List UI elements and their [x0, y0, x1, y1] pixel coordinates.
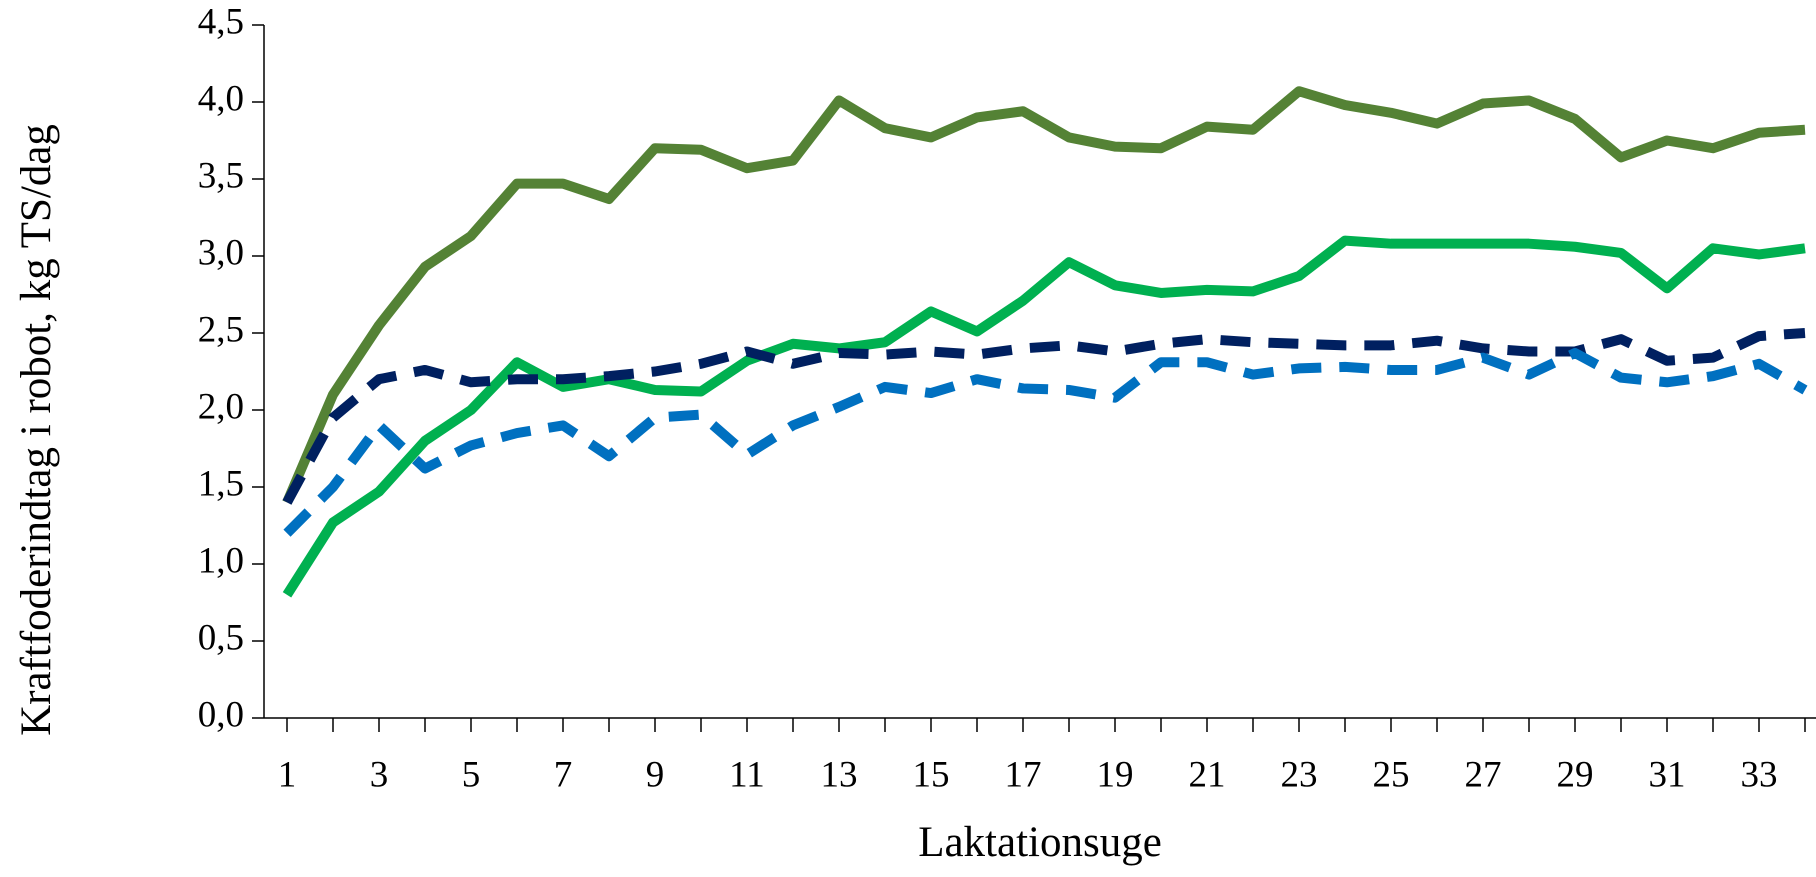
- x-tick-label: 5: [462, 754, 481, 795]
- y-tick-label: 3,0: [198, 232, 244, 273]
- series-line: [283, 348, 1808, 537]
- x-tick-label: 31: [1649, 754, 1686, 795]
- x-tick-label: 11: [729, 754, 765, 795]
- y-tick-label: 4,0: [198, 78, 244, 119]
- y-tick-label: 0,0: [198, 694, 244, 735]
- y-tick-label: 2,0: [198, 386, 244, 427]
- series-line: [282, 86, 1806, 505]
- x-tick-label: 3: [370, 754, 389, 795]
- y-tick-label: 0,5: [198, 617, 244, 658]
- y-tick-label: 1,0: [198, 540, 244, 581]
- series-line: [282, 235, 1806, 598]
- y-tick-label: 2,5: [198, 309, 244, 350]
- x-tick-label: 13: [821, 754, 858, 795]
- x-tick-label: 7: [554, 754, 573, 795]
- y-axis-title: Kraftfoderindtag i robot, kg TS/dag: [13, 124, 60, 736]
- x-tick-label: 19: [1097, 754, 1134, 795]
- x-tick-label: 9: [646, 754, 665, 795]
- x-tick-label: 15: [913, 754, 950, 795]
- x-tick-label: 23: [1281, 754, 1318, 795]
- x-tick-label: 17: [1005, 754, 1042, 795]
- x-tick-label: 29: [1557, 754, 1594, 795]
- x-tick-label: 25: [1373, 754, 1410, 795]
- x-tick-label: 27: [1465, 754, 1502, 795]
- x-tick-label: 33: [1741, 754, 1778, 795]
- series-line: [282, 328, 1806, 505]
- y-tick-label: 3,5: [198, 155, 244, 196]
- x-tick-label: 21: [1189, 754, 1226, 795]
- y-tick-label: 1,5: [198, 463, 244, 504]
- x-axis-title: Laktationsuge: [918, 819, 1162, 866]
- y-tick-label: 4,5: [198, 1, 244, 42]
- x-tick-label: 1: [278, 754, 297, 795]
